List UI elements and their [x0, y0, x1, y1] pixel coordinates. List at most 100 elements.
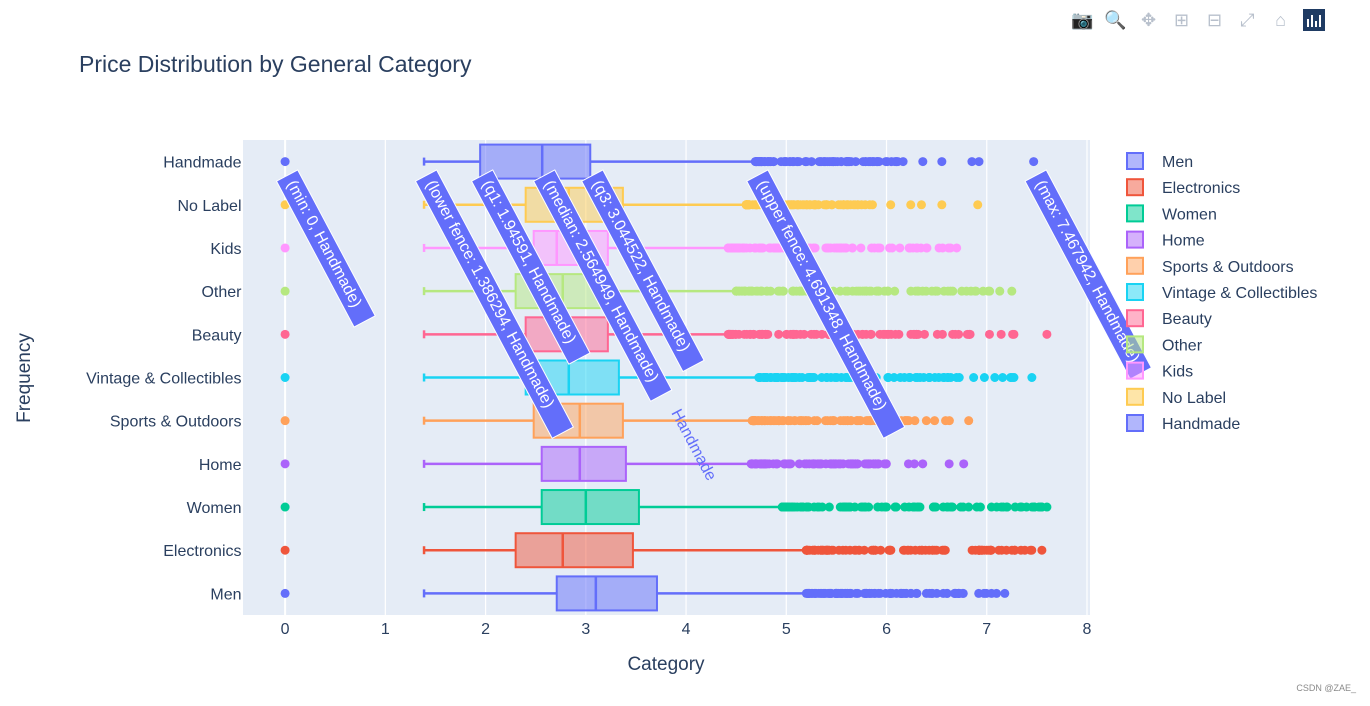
outlier-point — [756, 416, 766, 426]
outlier-point — [890, 502, 900, 512]
outlier-point — [813, 545, 823, 555]
legend-swatch — [1126, 230, 1144, 249]
outlier-point — [1037, 545, 1047, 555]
box-trace[interactable] — [280, 143, 1039, 180]
outlier-point — [757, 329, 767, 339]
outlier-point — [884, 545, 894, 555]
legend-item[interactable]: Other — [1126, 335, 1203, 354]
outlier-point — [918, 286, 928, 296]
legend-item[interactable]: Beauty — [1126, 309, 1212, 328]
outlier-point — [898, 157, 908, 167]
zoom-out-icon[interactable]: ⊟ — [1206, 9, 1223, 30]
outlier-point — [912, 373, 922, 382]
outlier-point — [758, 243, 768, 253]
box-iqr[interactable] — [555, 575, 658, 612]
outlier-point — [900, 502, 910, 512]
y-tick-label: No Label — [177, 198, 241, 215]
outlier-point — [932, 286, 942, 296]
outlier-point — [777, 373, 787, 382]
camera-icon[interactable]: 📷 — [1071, 9, 1094, 30]
legend[interactable]: Men Electronics Women Home Sports & Outdoors… — [1126, 152, 1317, 433]
legend-item[interactable]: Vintage & Collectibles — [1126, 283, 1317, 302]
outlier-point — [986, 502, 996, 512]
box-iqr[interactable] — [540, 445, 627, 482]
outlier-point — [931, 502, 941, 512]
outlier-point — [817, 373, 827, 382]
outlier-point — [883, 373, 893, 382]
legend-item[interactable]: Men — [1126, 152, 1193, 171]
outlier-point — [809, 200, 819, 210]
outlier-point — [973, 200, 983, 210]
box-iqr[interactable] — [479, 143, 592, 180]
outlier-point — [724, 243, 734, 253]
box-trace[interactable] — [280, 445, 969, 482]
outlier-point — [766, 286, 776, 296]
outlier-point — [904, 416, 914, 426]
outlier-point — [956, 502, 966, 512]
y-tick-label: Other — [201, 284, 242, 301]
x-tick-label: 1 — [381, 621, 390, 638]
outlier-point — [910, 329, 920, 339]
y-tick-labels: Men Electronics Women Home Sports & Outdoors… — [86, 155, 242, 604]
pan-icon[interactable]: ✥ — [1140, 9, 1157, 30]
outlier-point — [821, 459, 831, 469]
outlier-point — [865, 286, 875, 296]
legend-swatch — [1126, 152, 1144, 170]
outlier-point — [858, 157, 868, 167]
outlier-point — [984, 329, 994, 339]
outlier-point — [809, 502, 819, 512]
outlier-point — [872, 157, 882, 167]
outlier-point — [859, 588, 869, 598]
outlier-point — [909, 459, 919, 469]
hover-label-box — [414, 169, 575, 440]
outlier-point — [801, 416, 811, 426]
outlier-point — [830, 373, 840, 382]
outlier-point — [880, 502, 890, 512]
legend-item[interactable]: No Label — [1126, 387, 1226, 407]
autoscale-icon[interactable]: ⤢ — [1240, 9, 1255, 30]
outlier-point — [799, 329, 809, 339]
outlier-point — [807, 459, 817, 469]
box-trace[interactable] — [280, 489, 1052, 526]
legend-item[interactable]: Women — [1126, 204, 1217, 223]
outlier-point — [842, 157, 852, 167]
y-tick-label: Men — [210, 586, 241, 603]
outlier-point — [910, 545, 920, 555]
outlier-point — [755, 286, 765, 296]
legend-item[interactable]: Kids — [1126, 361, 1193, 381]
outlier-point — [1029, 157, 1039, 167]
outlier-point — [280, 157, 290, 167]
x-tick-label: 3 — [581, 621, 590, 638]
box-trace[interactable] — [280, 575, 1010, 612]
legend-swatch — [1126, 204, 1144, 223]
box-iqr[interactable] — [514, 532, 634, 569]
legend-swatch — [1126, 309, 1144, 328]
outlier-point — [830, 157, 840, 167]
legend-item[interactable]: Sports & Outdoors — [1126, 256, 1294, 276]
outlier-point — [875, 588, 885, 598]
outlier-point — [943, 502, 953, 512]
outlier-point — [1010, 502, 1020, 512]
outlier-point — [944, 459, 954, 469]
legend-item[interactable]: Electronics — [1126, 178, 1240, 197]
outlier-point — [280, 329, 290, 339]
outlier-point — [839, 200, 849, 210]
home-icon[interactable]: ⌂ — [1275, 9, 1286, 30]
outlier-point — [998, 373, 1008, 382]
legend-item[interactable]: Handmade — [1126, 414, 1240, 433]
zoom-icon[interactable]: 🔍 — [1104, 9, 1127, 30]
outlier-point — [817, 588, 827, 598]
outlier-point — [783, 502, 793, 512]
zoom-in-icon[interactable]: ⊞ — [1173, 9, 1190, 30]
box-trace[interactable] — [280, 532, 1047, 569]
outlier-point — [1002, 502, 1012, 512]
box-iqr[interactable] — [540, 489, 640, 526]
outlier-point — [1009, 373, 1019, 382]
legend-item[interactable]: Home — [1126, 230, 1205, 250]
outlier-point — [280, 243, 290, 253]
legend-label: Other — [1162, 337, 1203, 354]
plotly-logo-icon[interactable] — [1303, 9, 1325, 31]
outlier-point — [792, 502, 802, 512]
legend-label: Vintage & Collectibles — [1162, 285, 1317, 302]
